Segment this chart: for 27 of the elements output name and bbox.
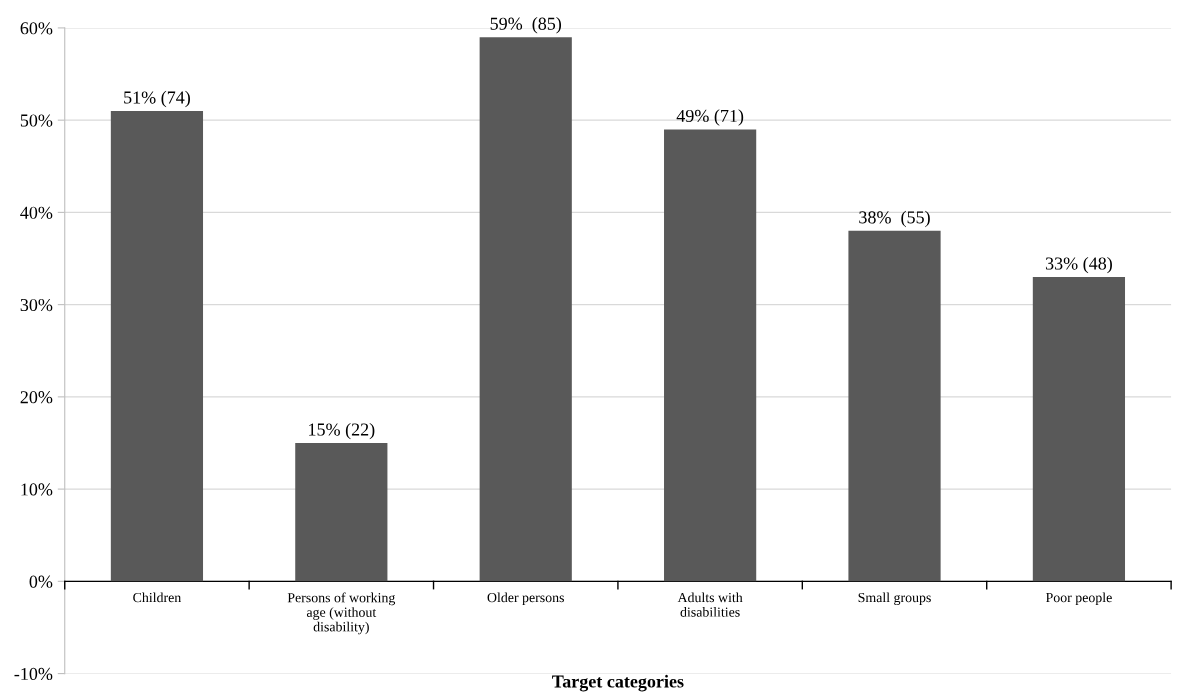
y-tick-label: 10% xyxy=(21,483,53,496)
y-tick-label: 30% xyxy=(20,298,53,312)
x-tick-label: Children xyxy=(133,592,182,603)
data-label: 49% (71) xyxy=(676,109,744,126)
x-axis-title: Target categories xyxy=(552,674,684,692)
x-tick-label: Older persons xyxy=(487,592,564,606)
y-tick-label: 20% xyxy=(20,391,53,404)
bar xyxy=(1032,276,1126,582)
y-tick-label: 0% xyxy=(29,575,53,588)
y-tick-label: 40% xyxy=(20,206,53,219)
y-tick-label: 50% xyxy=(20,114,53,127)
y-tick-label: -10% xyxy=(14,667,53,681)
data-label: 38% (55) xyxy=(859,210,930,228)
data-label: 15% (22) xyxy=(309,422,375,440)
bar xyxy=(295,442,388,582)
y-tick-label: 60% xyxy=(20,22,53,35)
data-label: 51% (74) xyxy=(124,90,190,108)
data-label: 59% (85) xyxy=(490,17,562,34)
x-tick-label: Persons of working age (without disability) xyxy=(287,592,396,635)
data-label: 33% (48) xyxy=(1045,256,1112,274)
x-tick-label: Adults with disabilities xyxy=(677,592,743,617)
x-tick-label: Poor people xyxy=(1045,592,1112,606)
x-tick-label: Small groups xyxy=(858,592,931,606)
bar xyxy=(664,129,757,582)
bar xyxy=(110,110,204,582)
bar xyxy=(479,37,572,582)
bar xyxy=(848,230,941,582)
